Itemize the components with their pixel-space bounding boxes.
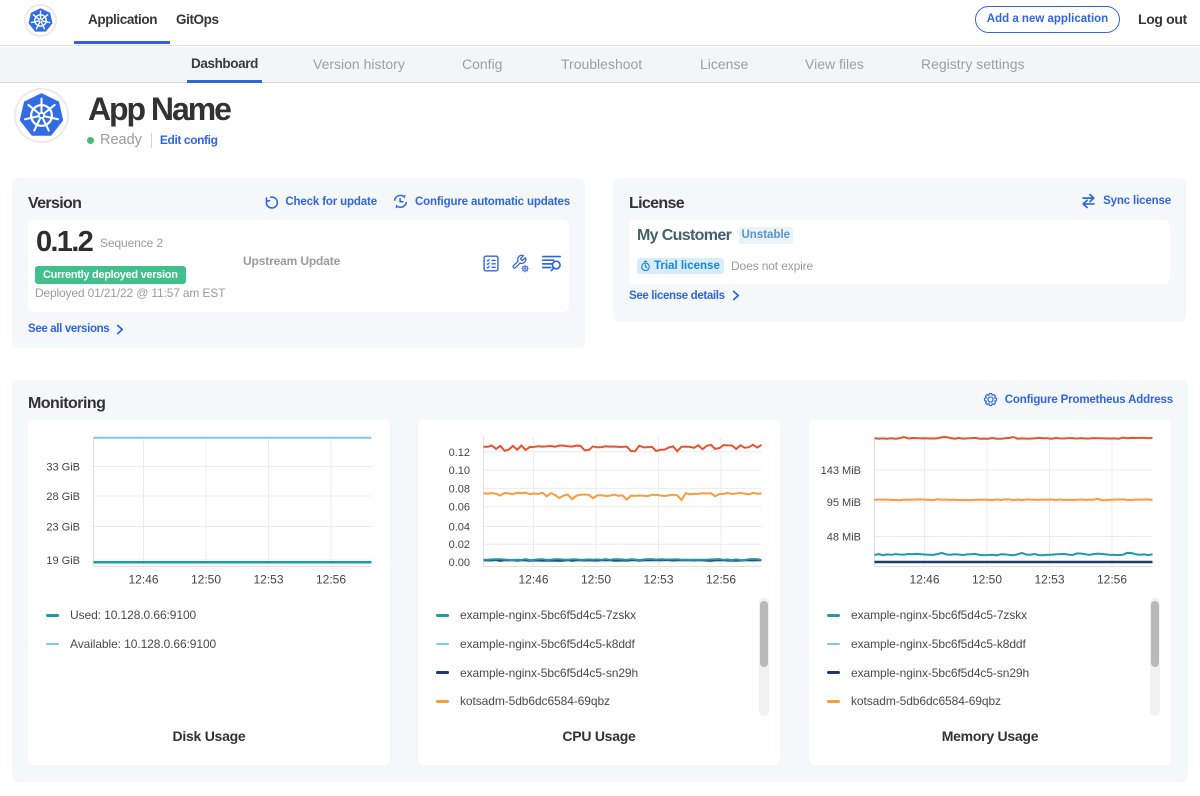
svg-text:28 GiB: 28 GiB <box>46 491 80 503</box>
svg-text:12:50: 12:50 <box>191 573 221 587</box>
svg-text:33 GiB: 33 GiB <box>46 462 80 474</box>
svg-text:12:56: 12:56 <box>1097 573 1127 587</box>
svg-text:0.10: 0.10 <box>449 465 470 477</box>
svg-text:19 GiB: 19 GiB <box>46 555 80 567</box>
svg-text:95 MiB: 95 MiB <box>827 497 861 509</box>
svg-text:0.08: 0.08 <box>449 483 470 495</box>
svg-text:12:56: 12:56 <box>706 573 736 587</box>
svg-text:48 MiB: 48 MiB <box>827 532 861 544</box>
svg-text:12:56: 12:56 <box>316 573 346 587</box>
svg-text:12:53: 12:53 <box>253 573 283 587</box>
svg-text:12:50: 12:50 <box>581 573 611 587</box>
svg-text:0.06: 0.06 <box>449 502 470 514</box>
svg-text:12:46: 12:46 <box>518 573 548 587</box>
svg-text:0.00: 0.00 <box>449 557 470 569</box>
svg-text:23 GiB: 23 GiB <box>46 522 80 534</box>
svg-text:12:50: 12:50 <box>972 573 1002 587</box>
svg-text:12:46: 12:46 <box>128 573 158 587</box>
svg-text:143 MiB: 143 MiB <box>821 465 861 477</box>
svg-text:12:53: 12:53 <box>643 573 673 587</box>
svg-text:12:53: 12:53 <box>1034 573 1064 587</box>
svg-text:0.02: 0.02 <box>449 539 470 551</box>
svg-text:0.04: 0.04 <box>449 522 470 534</box>
svg-text:0.12: 0.12 <box>449 447 470 459</box>
svg-text:12:46: 12:46 <box>909 573 939 587</box>
